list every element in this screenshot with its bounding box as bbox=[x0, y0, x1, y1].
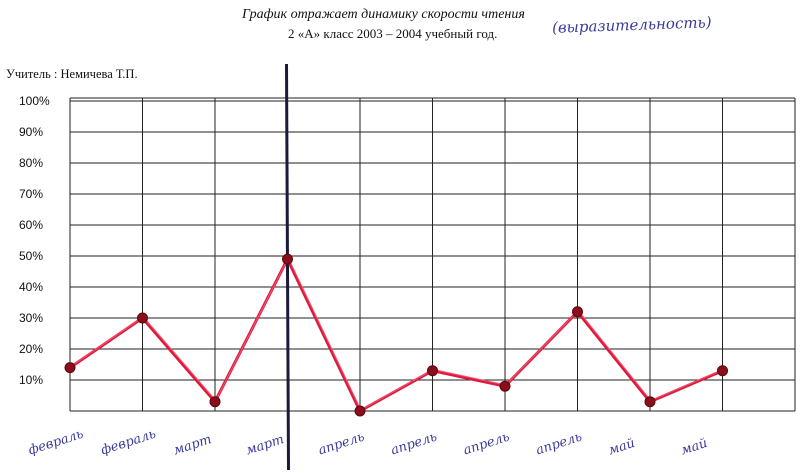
x-tick-label: март bbox=[172, 432, 214, 458]
x-tick-label: март bbox=[244, 432, 286, 458]
data-point bbox=[427, 365, 438, 377]
x-tick-label: февраль bbox=[27, 427, 86, 459]
x-axis-ticks: февраль февраль март март апрель апрель апрель… bbox=[27, 427, 710, 459]
series-line-highlight bbox=[70, 257, 724, 411]
chart-subtitle: 2 «А» класс 2003 – 2004 учебный год. bbox=[288, 26, 498, 41]
series-line bbox=[69, 257, 724, 413]
data-point bbox=[282, 253, 293, 265]
y-tick-label: 10% bbox=[19, 373, 43, 387]
x-tick-label: апрель bbox=[389, 430, 439, 459]
series-markers bbox=[64, 253, 728, 417]
y-axis-ticks: 10% 20% 30% 40% 50% 60% 70% 80% 90% 100% bbox=[19, 94, 50, 387]
data-point bbox=[717, 365, 728, 377]
y-tick-label: 30% bbox=[19, 311, 43, 325]
x-tick-label: февраль bbox=[99, 427, 158, 459]
x-tick-label: апрель bbox=[534, 430, 584, 459]
y-tick-label: 20% bbox=[19, 342, 43, 356]
series-line-layer bbox=[69, 257, 724, 413]
grid bbox=[69, 97, 796, 412]
data-point bbox=[64, 362, 76, 374]
data-point bbox=[209, 396, 221, 408]
x-tick-label: апрель bbox=[462, 430, 512, 459]
y-tick-label: 100% bbox=[19, 94, 50, 108]
x-tick-label: май bbox=[607, 436, 637, 459]
y-tick-label: 70% bbox=[19, 187, 43, 201]
data-point bbox=[137, 312, 148, 324]
data-point bbox=[572, 306, 583, 318]
x-tick-label: апрель bbox=[317, 430, 367, 459]
data-point bbox=[354, 405, 366, 417]
y-tick-label: 80% bbox=[19, 156, 43, 170]
chart-title: График отражает динамику скорости чтения bbox=[242, 7, 525, 22]
divider bbox=[285, 63, 290, 471]
y-tick-label: 60% bbox=[19, 218, 43, 232]
data-point bbox=[644, 396, 656, 408]
y-tick-label: 40% bbox=[19, 280, 43, 294]
teacher-label: Учитель : Немичева Т.П. bbox=[6, 67, 138, 81]
data-point bbox=[499, 380, 511, 392]
x-tick-label: май bbox=[679, 436, 709, 459]
y-tick-label: 50% bbox=[19, 249, 43, 263]
y-tick-label: 90% bbox=[19, 125, 43, 139]
vertical-divider-line bbox=[285, 63, 290, 471]
